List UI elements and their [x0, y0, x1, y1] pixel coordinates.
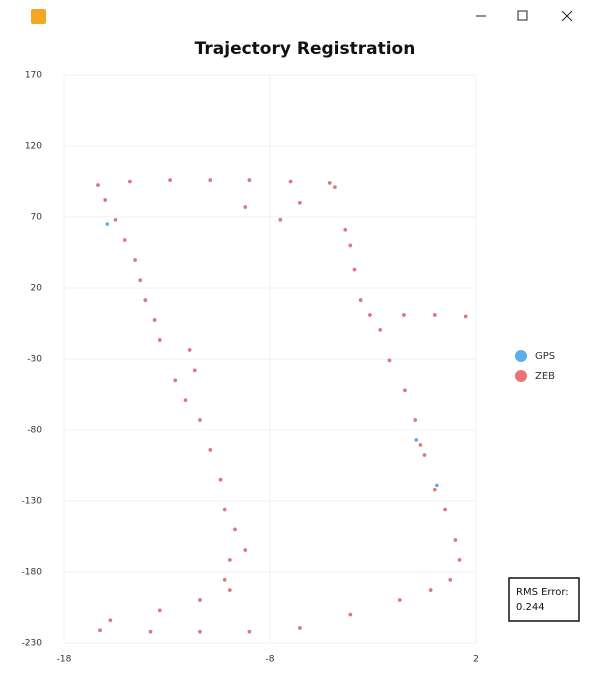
trajectory-point — [414, 438, 419, 442]
trajectory-point — [397, 598, 402, 602]
y-tick-label: 20 — [31, 284, 43, 294]
trajectory-point — [208, 448, 213, 452]
y-tick-label: -30 — [27, 355, 42, 365]
trajectory-point — [105, 222, 110, 226]
trajectory-point — [228, 588, 232, 592]
trajectory-point — [183, 398, 188, 402]
trajectory-point — [96, 183, 100, 187]
legend-label: ZEB — [535, 371, 555, 382]
legend-swatch — [515, 370, 527, 382]
trajectory-point — [298, 626, 302, 630]
trajectory-point — [218, 477, 223, 482]
trajectory-point — [288, 179, 293, 184]
legend-label: GPS — [535, 351, 555, 362]
trajectory-point — [327, 181, 332, 185]
trajectory-point — [228, 558, 232, 562]
x-tick-label: 2 — [473, 655, 479, 665]
trajectory-point — [343, 227, 347, 232]
trajectory-point — [358, 298, 363, 302]
trajectory-point — [298, 201, 302, 205]
trajectory-point — [98, 628, 102, 633]
close-icon — [561, 10, 573, 22]
rms-box — [508, 577, 580, 622]
trajectory-point — [103, 198, 107, 202]
legend-swatch — [515, 350, 527, 362]
y-tick-label: -230 — [22, 639, 43, 649]
trajectory-point — [152, 318, 157, 322]
y-tick-label: 120 — [25, 142, 42, 152]
trajectory-point — [157, 608, 162, 613]
trajectory-point — [378, 328, 383, 332]
trajectory-point — [108, 618, 113, 623]
y-tick-label: -80 — [27, 426, 42, 436]
trajectory-point — [443, 507, 447, 512]
trajectory-point — [352, 267, 357, 272]
trajectory-point — [168, 178, 172, 182]
trajectory-point — [113, 218, 118, 222]
trajectory-point — [368, 313, 372, 317]
trajectory-point — [433, 487, 437, 492]
trajectory-point — [243, 548, 248, 552]
trajectory-point — [198, 418, 202, 422]
trajectory-point — [208, 178, 213, 182]
trajectory-point — [122, 238, 127, 242]
trajectory-point — [448, 578, 453, 582]
y-tick-label: -130 — [22, 497, 43, 507]
trajectory-point — [403, 388, 407, 393]
y-tick-label: 170 — [25, 71, 42, 81]
trajectory-point — [463, 314, 468, 319]
x-tick-label: -18 — [57, 655, 72, 665]
trajectory-point — [333, 185, 337, 189]
trajectory-point — [247, 178, 252, 182]
trajectory-point — [193, 368, 197, 373]
trajectory-point — [453, 538, 458, 542]
trajectory-point — [133, 258, 137, 262]
trajectory-point — [157, 338, 162, 342]
trajectory-point — [128, 179, 132, 184]
trajectory-point — [222, 507, 227, 512]
trajectory-point — [173, 378, 178, 383]
trajectory-point — [402, 313, 406, 317]
trajectory-point — [148, 629, 153, 634]
close-button[interactable] — [561, 10, 573, 22]
trajectory-point — [198, 629, 202, 634]
rms-label: RMS Error: — [516, 587, 569, 598]
x-tick-label: -8 — [266, 655, 275, 665]
trajectory-point — [198, 598, 202, 602]
app-icon — [31, 9, 46, 24]
trajectory-point — [428, 588, 433, 592]
trajectory-point — [387, 358, 392, 363]
maximize-button[interactable] — [517, 10, 528, 21]
trajectory-point — [233, 527, 237, 532]
trajectory-point — [278, 218, 283, 222]
trajectory-point — [348, 243, 353, 248]
trajectory-point — [138, 278, 143, 282]
y-tick-label: -180 — [22, 568, 43, 578]
trajectory-point — [422, 453, 427, 457]
trajectory-point — [433, 313, 437, 317]
trajectory-point — [418, 443, 423, 447]
y-tick-label: 70 — [31, 213, 43, 223]
trajectory-point — [247, 629, 252, 634]
trajectory-point — [348, 612, 353, 617]
trajectory-point — [222, 578, 227, 582]
trajectory-point — [457, 558, 462, 562]
trajectory-point — [435, 483, 439, 488]
trajectory-point — [413, 418, 418, 422]
chart-title: Trajectory Registration — [195, 39, 416, 59]
rms-value: 0.244 — [516, 602, 545, 613]
trajectory-point — [243, 205, 248, 209]
trajectory-point — [187, 348, 192, 352]
trajectory-point — [143, 298, 148, 302]
